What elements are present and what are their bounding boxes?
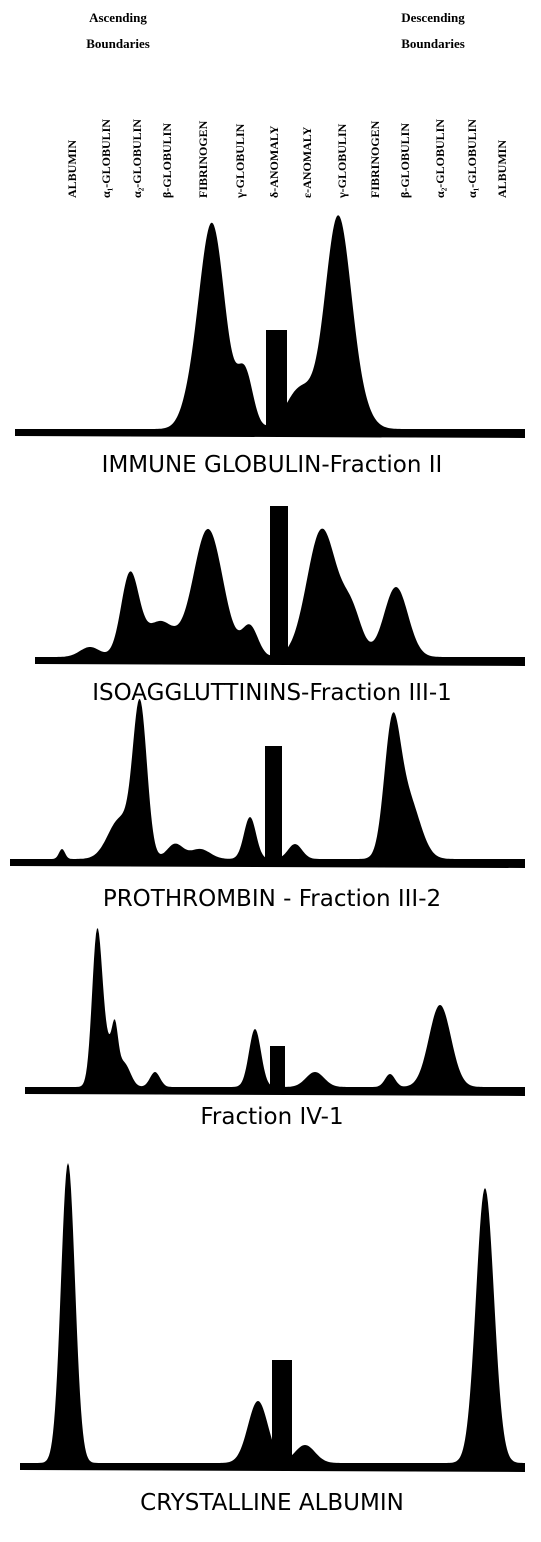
column-label: γ-GLOBULIN bbox=[335, 123, 349, 199]
column-label: FIBRINOGEN bbox=[368, 120, 382, 198]
header-ascending: Ascending bbox=[89, 10, 147, 25]
pattern-caption: Fraction IV-1 bbox=[200, 1104, 343, 1130]
column-label: α₂-GLOBULIN bbox=[433, 119, 447, 198]
pattern-caption: IMMUNE GLOBULIN-Fraction II bbox=[102, 452, 443, 478]
column-label: α₂-GLOBULIN bbox=[130, 119, 144, 198]
header-descending: Boundaries bbox=[401, 36, 465, 51]
column-label: ALBUMIN bbox=[65, 140, 79, 198]
anomaly-bar bbox=[270, 1046, 285, 1090]
header-ascending: Boundaries bbox=[86, 36, 150, 51]
column-label: β-GLOBULIN bbox=[160, 123, 174, 198]
column-label: δ-ANOMALY bbox=[267, 125, 281, 198]
pattern-caption: PROTHROMBIN - Fraction III-2 bbox=[103, 886, 441, 912]
pattern-caption: ISOAGGLUTTININS-Fraction III-1 bbox=[92, 680, 452, 706]
header-descending: Descending bbox=[401, 10, 465, 25]
anomaly-bar bbox=[270, 506, 288, 660]
anomaly-bar bbox=[266, 330, 287, 432]
figure: Ascending Boundaries Descending Boundari… bbox=[0, 0, 541, 1542]
column-label: FIBRINOGEN bbox=[196, 120, 210, 198]
column-label: γ-GLOBULIN bbox=[233, 123, 247, 199]
anomaly-bar bbox=[272, 1360, 292, 1466]
column-label: ε-ANOMALY bbox=[300, 126, 314, 198]
pattern-caption: CRYSTALLINE ALBUMIN bbox=[140, 1490, 404, 1516]
anomaly-bar bbox=[265, 746, 282, 862]
column-label: α₁-GLOBULIN bbox=[465, 119, 479, 198]
column-label: α₁-GLOBULIN bbox=[99, 119, 113, 198]
column-label: ALBUMIN bbox=[495, 140, 509, 198]
column-label: β-GLOBULIN bbox=[398, 123, 412, 198]
